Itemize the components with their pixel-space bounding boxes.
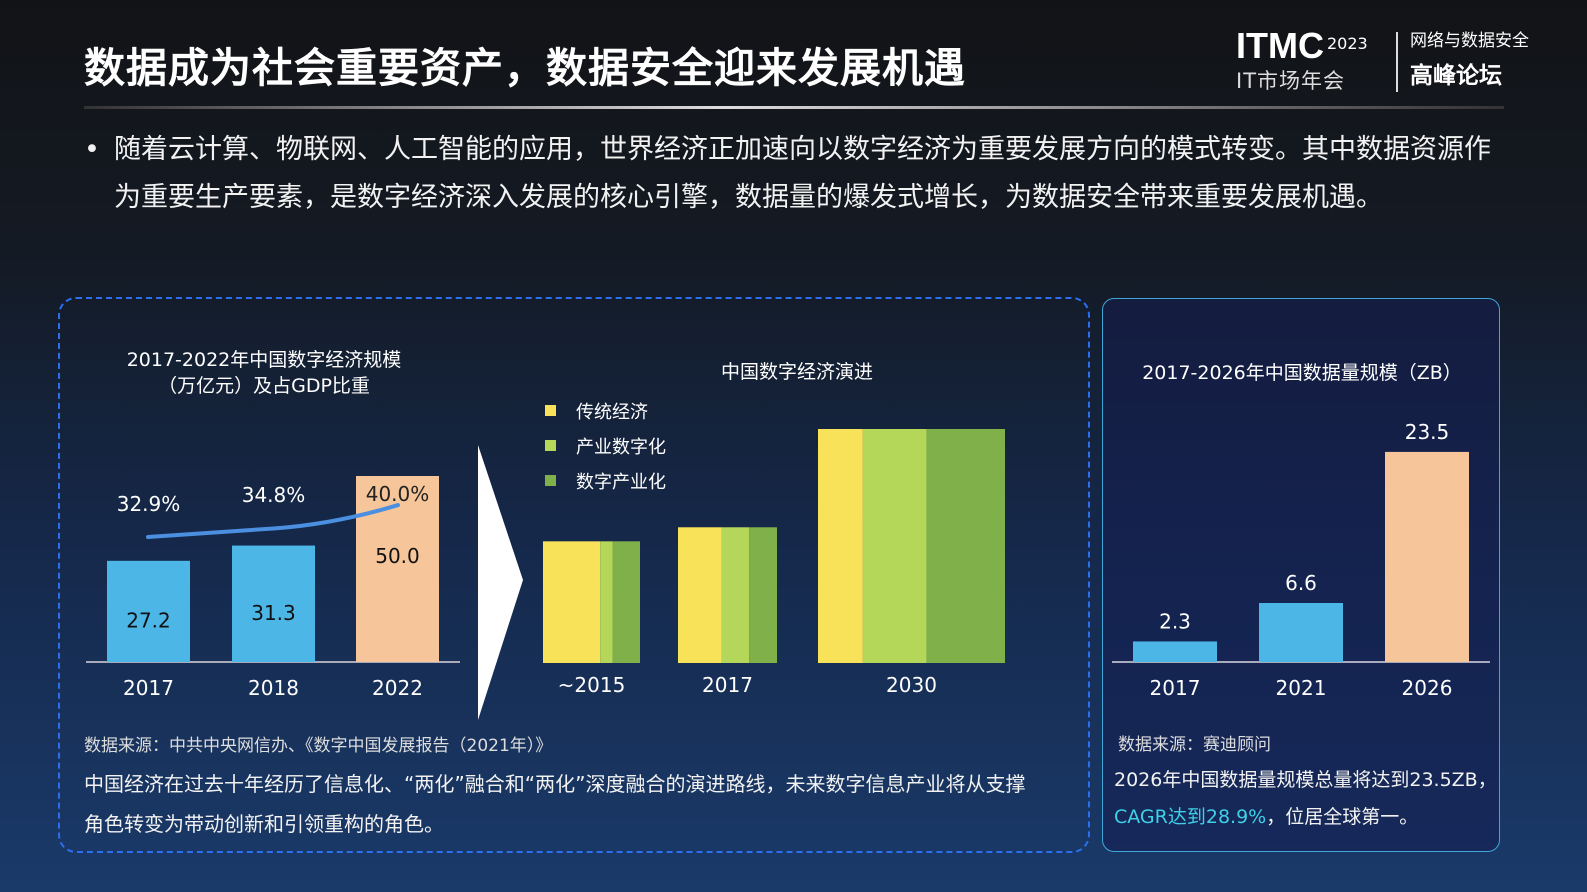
chart3-value-label: 23.5: [1405, 420, 1450, 444]
chart1-gdp-label: 34.8%: [242, 483, 306, 507]
right-desc-line1: 2026年中国数据量规模总量将达到23.5ZB，: [1114, 769, 1497, 791]
chart3-bar-2026: [1385, 451, 1469, 662]
legend-swatch: [545, 440, 556, 451]
legend-swatch: [545, 405, 556, 416]
slide-title: 数据成为社会重要资产，数据安全迎来发展机遇: [84, 44, 966, 92]
chart1-xtick: 2018: [248, 676, 299, 700]
title-divider: [84, 106, 1504, 109]
chart2-segment-2030: [818, 429, 863, 663]
chart2-segment-2030: [926, 429, 1005, 663]
intro-bullet: 随着云计算、物联网、人工智能的应用，世界经济正加速向以数字经济为重要发展方向的模…: [84, 126, 1504, 222]
chart1-gdp-label: 32.9%: [117, 492, 181, 516]
right-desc-highlight: CAGR达到28.9%: [1114, 806, 1267, 828]
right-desc-rest: ，位居全球第一。: [1266, 806, 1419, 828]
logo-subtitle: IT市场年会: [1236, 69, 1346, 93]
chart1-value-label: 50.0: [375, 544, 420, 568]
chart2-legend-item: 数字产业化: [576, 472, 666, 493]
chart2-segment-~2015: [543, 541, 601, 663]
logo-brand-row: ITMC 2023: [1236, 26, 1368, 66]
legend-swatch: [545, 475, 556, 486]
chart3-xtick: 2021: [1276, 676, 1327, 700]
chart1-gdp-label: 40.0%: [366, 482, 430, 506]
chart2-segment-2017: [678, 527, 722, 663]
chart3-xtick: 2026: [1402, 676, 1453, 700]
chart3-xtick: 2017: [1150, 676, 1201, 700]
chart2-segment-2030: [862, 429, 927, 663]
chart2-legend-item: 产业数字化: [576, 437, 666, 458]
chart2-xtick: 2017: [702, 673, 753, 697]
chart1-title-line2: （万亿元）及占GDP比重: [158, 375, 370, 397]
chart3-value-label: 2.3: [1159, 609, 1191, 633]
forum-line2: 高峰论坛: [1410, 63, 1502, 89]
right-source: 数据来源：赛迪顾问: [1118, 735, 1271, 755]
chart2-xtick: ~2015: [558, 673, 626, 697]
chart1-value-label: 27.2: [126, 608, 171, 632]
left-description: 中国经济在过去十年经历了信息化、“两化”融合和“两化”深度融合的演进路线，未来数…: [84, 772, 1026, 836]
left-panel: [58, 297, 1090, 853]
chart1-xtick: 2022: [372, 676, 423, 700]
chart2-segment-~2015: [612, 541, 640, 663]
chart3-bar-2021: [1259, 602, 1343, 662]
chart2-legend-item: 传统经济: [576, 402, 648, 423]
chart1-title-line1: 2017-2022年中国数字经济规模: [127, 349, 402, 371]
chart2-xtick: 2030: [886, 673, 937, 697]
left-source: 数据来源：中共中央网信办、《数字中国发展报告（2021年）》: [84, 736, 553, 756]
chart2-title: 中国数字经济演进: [721, 361, 873, 383]
logo-brand: ITMC: [1236, 25, 1324, 66]
itmc-logo: ITMC 2023 IT市场年会 网络与数据安全 高峰论坛: [1236, 26, 1536, 98]
chart2-segment-~2015: [600, 541, 613, 663]
chart2-segment-2017: [721, 527, 750, 663]
chart1-bar-2017: [107, 560, 190, 662]
logo-year: 2023: [1326, 34, 1368, 53]
chart3-title: 2017-2026年中国数据量规模（ZB）: [1142, 362, 1462, 384]
forum-line1: 网络与数据安全: [1410, 31, 1529, 51]
chart2-segment-2017: [749, 527, 777, 663]
chart1-xtick: 2017: [123, 676, 174, 700]
logo-divider: [1396, 32, 1398, 92]
chart1-gdp-line: [146, 503, 400, 539]
arrow-icon: [478, 445, 523, 720]
chart1-bar-2018: [232, 545, 315, 662]
chart3-value-label: 6.6: [1285, 571, 1317, 595]
chart3-bar-2017: [1133, 641, 1217, 662]
chart1-value-label: 31.3: [251, 601, 296, 625]
